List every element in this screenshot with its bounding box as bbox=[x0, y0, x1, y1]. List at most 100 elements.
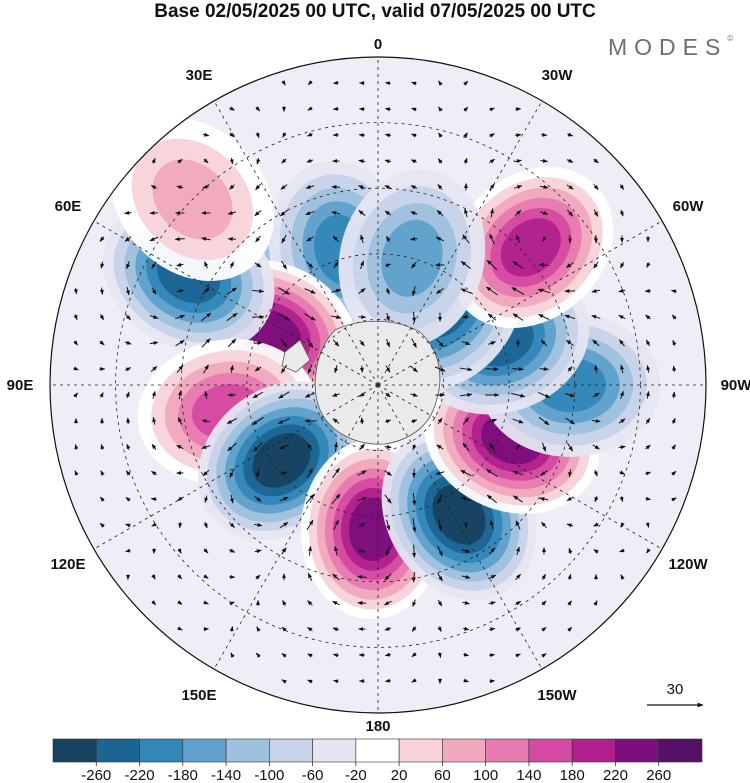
wind-vector bbox=[124, 236, 132, 242]
colorbar-tick-label: 100 bbox=[473, 767, 498, 783]
wind-vector bbox=[437, 158, 443, 164]
meridian-line bbox=[93, 384, 379, 550]
colorbar-swatch bbox=[398, 738, 443, 763]
wind-vector bbox=[100, 261, 105, 269]
wind-vector bbox=[252, 289, 265, 294]
wind-vector bbox=[384, 107, 391, 112]
wind-vector bbox=[489, 183, 495, 191]
colorbar-swatch bbox=[615, 738, 660, 763]
wind-vector bbox=[254, 549, 262, 554]
longitude-label: 0 bbox=[374, 36, 382, 53]
wind-vector bbox=[252, 391, 264, 399]
wind-vector bbox=[277, 417, 290, 425]
wind-vector bbox=[671, 470, 677, 476]
wind-vector bbox=[229, 522, 235, 528]
wind-vector bbox=[463, 626, 470, 631]
wind-vector bbox=[334, 442, 338, 452]
wind-vector bbox=[437, 545, 443, 557]
antarctica-landmass bbox=[281, 320, 441, 445]
wind-vector bbox=[412, 518, 417, 533]
wind-vector bbox=[593, 209, 599, 217]
wind-vector bbox=[229, 574, 236, 579]
colorbar-tick-label: 60 bbox=[434, 767, 451, 783]
colorbar-swatch bbox=[139, 738, 184, 763]
wind-vector bbox=[619, 548, 625, 553]
wind-vector bbox=[357, 601, 367, 606]
wind-vector bbox=[74, 444, 79, 450]
wind-vector bbox=[359, 392, 365, 397]
longitude-label: 90W bbox=[721, 377, 750, 394]
wind-vector bbox=[489, 679, 496, 684]
wind-vector bbox=[515, 600, 522, 606]
wind-vector bbox=[305, 493, 315, 505]
wind-vector bbox=[358, 210, 366, 216]
wind-vector bbox=[306, 236, 314, 242]
wind-vector bbox=[488, 442, 496, 452]
wind-vector bbox=[333, 80, 339, 85]
wind-vector bbox=[591, 418, 601, 423]
wind-vector bbox=[566, 184, 574, 190]
wind-vector bbox=[384, 600, 392, 606]
wind-vector bbox=[359, 365, 364, 373]
wind-vector bbox=[307, 364, 313, 374]
wind-vector bbox=[151, 390, 156, 399]
wind-vector bbox=[227, 287, 237, 295]
wind-vector bbox=[490, 520, 494, 530]
wind-vector bbox=[566, 523, 574, 528]
wind-vector bbox=[99, 392, 104, 398]
wind-vector bbox=[99, 236, 105, 242]
wind-vector bbox=[541, 600, 547, 606]
wind-vector bbox=[594, 496, 599, 503]
wind-vector bbox=[434, 366, 446, 372]
wind-vector bbox=[462, 234, 470, 244]
wind-vector bbox=[516, 234, 520, 244]
wind-vector bbox=[437, 626, 442, 633]
wind-vector bbox=[331, 392, 340, 397]
wind-vector bbox=[255, 183, 261, 191]
wind-vector bbox=[204, 261, 209, 269]
colorbar-swatch bbox=[52, 738, 97, 763]
wind-vector bbox=[385, 263, 392, 268]
wind-vector bbox=[410, 392, 419, 397]
wind-vector bbox=[541, 653, 547, 658]
wind-vector bbox=[125, 391, 130, 399]
wind-vector bbox=[540, 470, 548, 476]
wind-vector bbox=[151, 574, 156, 580]
wind-vector bbox=[73, 366, 79, 371]
wind-vector bbox=[358, 549, 366, 554]
longitude-label: 120E bbox=[50, 556, 85, 573]
wind-vector bbox=[384, 494, 392, 504]
wind-vector bbox=[594, 364, 599, 373]
wind-vector bbox=[490, 208, 494, 218]
wind-vector bbox=[539, 497, 549, 502]
wind-vector bbox=[384, 626, 392, 631]
wind-vector bbox=[489, 133, 495, 138]
colorbar-tick-label: -260 bbox=[81, 767, 111, 783]
wind-vector bbox=[177, 158, 183, 164]
wind-vector bbox=[359, 260, 365, 270]
meridian-line bbox=[377, 384, 663, 550]
wind-vector bbox=[593, 184, 599, 190]
wind-vector bbox=[73, 288, 78, 295]
wind-vector bbox=[201, 338, 211, 348]
wind-vector bbox=[100, 470, 105, 476]
meridian-line bbox=[377, 220, 663, 386]
wind-vector bbox=[437, 184, 443, 190]
wind-vector bbox=[357, 496, 368, 502]
wind-vector bbox=[565, 339, 574, 347]
wind-vector bbox=[202, 287, 210, 295]
wind-vector bbox=[538, 314, 550, 320]
wind-vector bbox=[384, 444, 392, 449]
wind-vector bbox=[125, 496, 131, 502]
wind-vector bbox=[307, 80, 313, 86]
wind-vector bbox=[436, 210, 444, 216]
wind-vector bbox=[619, 470, 626, 475]
wind-vector bbox=[227, 442, 237, 452]
wind-vector bbox=[486, 259, 498, 271]
wind-vector bbox=[463, 157, 468, 164]
wind-vector bbox=[359, 443, 365, 451]
brand-text: MODES bbox=[608, 34, 728, 60]
wind-vector bbox=[619, 496, 624, 503]
wind-vector bbox=[412, 444, 417, 451]
colorbar-swatch bbox=[355, 738, 400, 763]
